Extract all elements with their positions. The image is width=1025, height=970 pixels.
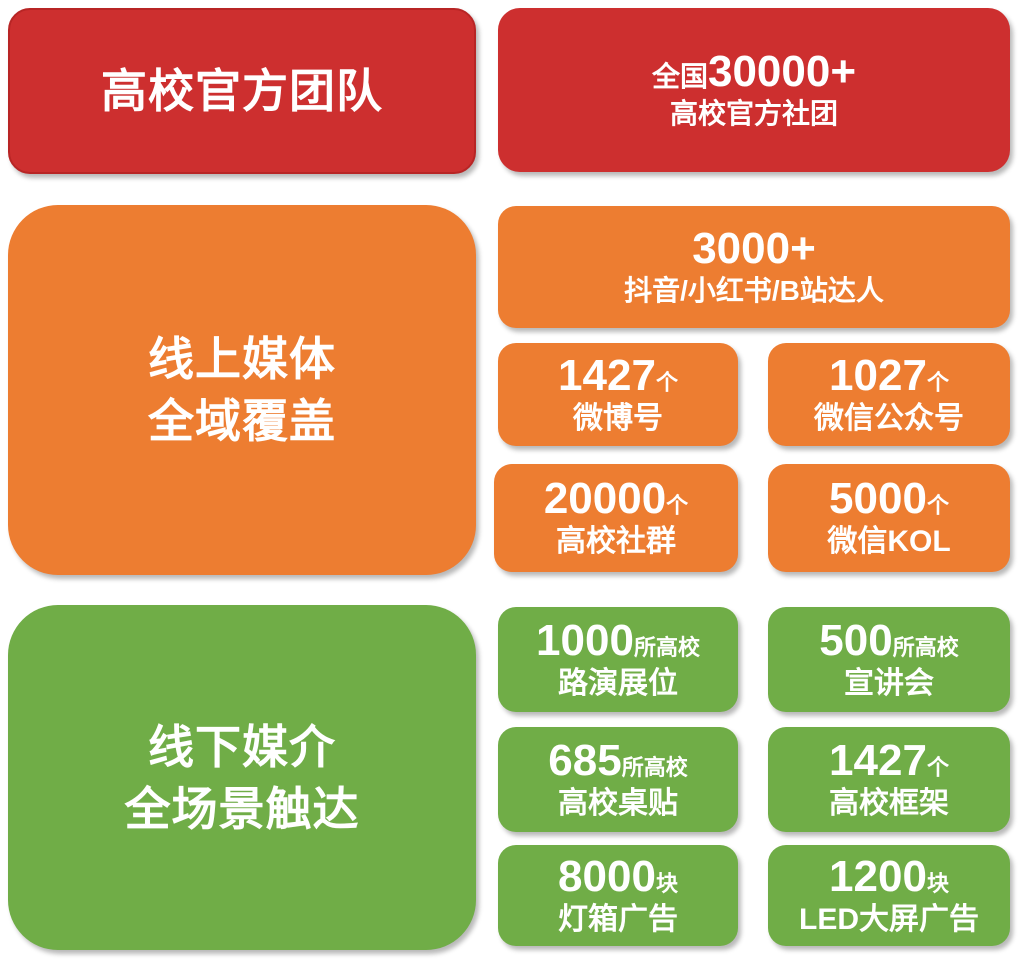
offline-stat-seminar: 500所高校 宣讲会 bbox=[768, 607, 1010, 712]
stat-label: 微博号 bbox=[573, 401, 663, 435]
online-stat-wechat-kol: 5000个 微信KOL bbox=[768, 464, 1010, 572]
stat-unit: 所高校 bbox=[621, 754, 688, 780]
team-label: 高校官方社团 bbox=[669, 98, 838, 129]
stat-unit: 所高校 bbox=[633, 634, 700, 660]
offline-stat-frames: 1427个 高校框架 bbox=[768, 727, 1010, 832]
stat-label: 微信公众号 bbox=[814, 401, 964, 435]
stat-unit: 所高校 bbox=[892, 634, 959, 660]
stat-number: 1027 bbox=[829, 350, 927, 400]
stat-number: 1200 bbox=[829, 851, 927, 901]
team-stat-number-line: 全国30000+ bbox=[652, 48, 856, 96]
stat-number: 685 bbox=[548, 735, 622, 785]
stat-label: 高校桌贴 bbox=[558, 786, 678, 820]
team-prefix: 全国 bbox=[651, 61, 708, 92]
stat-number: 3000+ bbox=[692, 224, 816, 273]
stat-unit: 个 bbox=[926, 493, 949, 518]
stat-unit: 个 bbox=[655, 369, 678, 395]
stat-unit: 个 bbox=[666, 493, 689, 518]
online-stat-wechat-accounts: 1027个 微信公众号 bbox=[768, 343, 1010, 446]
online-title-line1: 线上媒体 bbox=[148, 333, 336, 385]
stat-number: 1427 bbox=[558, 350, 656, 400]
stat-unit: 个 bbox=[926, 754, 949, 780]
offline-title-line1: 线下媒介 bbox=[148, 720, 336, 773]
stat-label: 灯箱广告 bbox=[558, 902, 678, 936]
stat-label: 微信KOL bbox=[827, 525, 951, 558]
stat-label: 宣讲会 bbox=[844, 666, 934, 700]
online-stat-creators: 3000+ 抖音/小红书/B站达人 bbox=[498, 206, 1010, 328]
team-title-box: 高校官方团队 bbox=[8, 8, 476, 174]
stat-number: 500 bbox=[819, 615, 893, 665]
stat-number: 1427 bbox=[829, 735, 927, 785]
online-title-box: 线上媒体 全域覆盖 bbox=[8, 205, 476, 575]
stat-label: LED大屏广告 bbox=[799, 902, 979, 936]
stat-unit: 块 bbox=[655, 870, 678, 896]
stat-number: 5000 bbox=[829, 474, 927, 523]
stat-unit: 个 bbox=[926, 369, 949, 395]
offline-stat-lightbox: 8000块 灯箱广告 bbox=[498, 845, 738, 946]
stat-number: 8000 bbox=[558, 851, 656, 901]
offline-stat-desk-stickers: 685所高校 高校桌贴 bbox=[498, 727, 738, 832]
online-title-line2: 全域覆盖 bbox=[148, 395, 336, 447]
offline-title-line2: 全场景触达 bbox=[124, 782, 360, 835]
offline-stat-roadshow: 1000所高校 路演展位 bbox=[498, 607, 738, 712]
team-title: 高校官方团队 bbox=[101, 65, 383, 117]
stat-label: 高校社群 bbox=[556, 525, 676, 558]
stat-unit: 块 bbox=[926, 870, 949, 896]
stat-label: 路演展位 bbox=[558, 666, 678, 700]
online-stat-weibo: 1427个 微博号 bbox=[498, 343, 738, 446]
stat-label: 高校框架 bbox=[829, 786, 949, 820]
offline-stat-led: 1200块 LED大屏广告 bbox=[768, 845, 1010, 946]
team-stat-box: 全国30000+ 高校官方社团 bbox=[498, 8, 1010, 172]
stat-number: 1000 bbox=[536, 615, 634, 665]
online-stat-communities: 20000个 高校社群 bbox=[494, 464, 738, 572]
offline-title-box: 线下媒介 全场景触达 bbox=[8, 605, 476, 950]
stat-label: 抖音/小红书/B站达人 bbox=[624, 275, 884, 306]
stat-number: 20000 bbox=[543, 474, 667, 523]
team-number: 30000+ bbox=[707, 47, 857, 96]
